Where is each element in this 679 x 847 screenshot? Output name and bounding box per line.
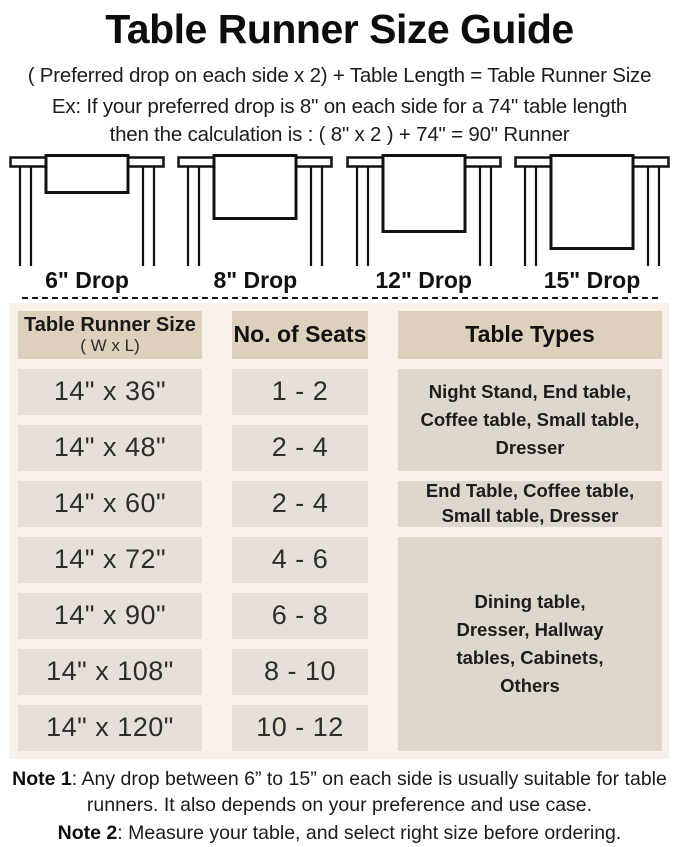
size-cell: 14" x 60" <box>18 480 202 527</box>
note-2: Note 2: Measure your table, and select r… <box>6 821 673 847</box>
drop-label-8: 8" Drop <box>213 266 298 293</box>
drop-label-12: 12" Drop <box>375 266 472 293</box>
table-types-group-medium: End Table, Coffee table, Small table, Dr… <box>398 480 662 527</box>
table-illustration-12-drop <box>346 154 502 266</box>
size-cell: 14" x 36" <box>18 368 202 415</box>
example-line-1: Ex: If your preferred drop is 8" on each… <box>51 94 628 118</box>
drop-label-15: 15" Drop <box>543 266 641 293</box>
seats-cell: 1 - 2 <box>232 368 368 415</box>
size-table: Table Runner Size ( W x L) No. of Seats … <box>10 302 669 759</box>
size-cell: 14" x 108" <box>18 648 202 695</box>
seats-cell: 10 - 12 <box>232 704 368 751</box>
header-runner-size-title: Table Runner Size <box>24 314 196 337</box>
table-runner-15-drop-icon <box>514 154 670 266</box>
note-2-label: Note 2 <box>57 821 118 844</box>
size-cell: 14" x 120" <box>18 704 202 751</box>
formula-line: ( Preferred drop on each side x 2) + Tab… <box>27 64 652 87</box>
seats-cell: 2 - 4 <box>232 424 368 471</box>
seats-cell: 2 - 4 <box>232 480 368 527</box>
drop-label-6: 6" Drop <box>45 266 129 293</box>
note-1: Note 1: Any drop between 6” to 15” on ea… <box>6 767 673 819</box>
note-2-text: : Measure your table, and select right s… <box>117 821 622 844</box>
table-runner-6-drop-icon <box>9 154 165 266</box>
seats-cell: 4 - 6 <box>232 536 368 583</box>
page-title: Table Runner Size Guide <box>105 6 574 52</box>
drop-labels-row: 6" Drop 8" Drop 12" Drop 15" Drop <box>0 267 679 294</box>
seats-cell: 8 - 10 <box>232 648 368 695</box>
notes-section: Note 1: Any drop between 6” to 15” on ea… <box>0 767 679 847</box>
table-types-group-small: Night Stand, End table, Coffee table, Sm… <box>398 368 662 471</box>
table-runner-8-drop-icon <box>177 154 333 266</box>
header-seats: No. of Seats <box>232 310 368 359</box>
size-cell: 14" x 90" <box>18 592 202 639</box>
example-line-2: then the calculation is : ( 8" x 2 ) + 7… <box>109 123 570 147</box>
dashed-divider <box>21 296 658 299</box>
seats-cell: 6 - 8 <box>232 592 368 639</box>
table-illustration-6-drop <box>9 154 165 266</box>
table-illustration-15-drop <box>514 154 670 266</box>
table-illustration-8-drop <box>177 154 333 266</box>
size-guide-page: Table Runner Size Guide ( Preferred drop… <box>0 6 679 844</box>
size-cell: 14" x 48" <box>18 424 202 471</box>
header-runner-size-subtitle: ( W x L) <box>80 336 140 356</box>
note-1-text: : Any drop between 6” to 15” on each sid… <box>71 767 667 816</box>
header-table-types: Table Types <box>398 310 662 359</box>
table-types-group-large: Dining table, Dresser, Hallway tables, C… <box>398 536 662 751</box>
header-runner-size: Table Runner Size ( W x L) <box>18 310 202 359</box>
drop-illustrations <box>0 154 679 266</box>
table-runner-12-drop-icon <box>346 154 502 266</box>
note-1-label: Note 1 <box>12 767 72 790</box>
size-cell: 14" x 72" <box>18 536 202 583</box>
